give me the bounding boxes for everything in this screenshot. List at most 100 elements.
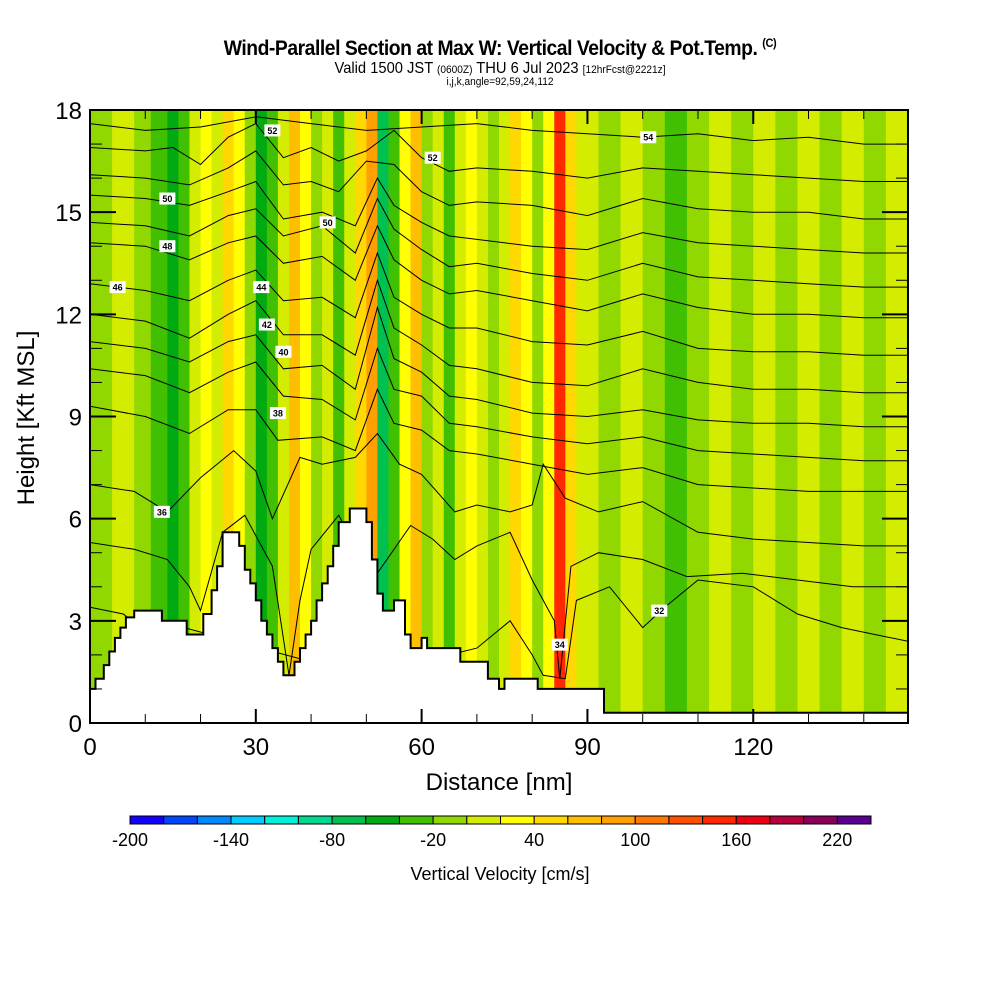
x-tick-label: 0	[83, 734, 96, 761]
isentrope-label: 48	[162, 242, 172, 252]
isentrope-label: 36	[157, 507, 167, 517]
isentrope-label-box	[153, 505, 170, 518]
velocity-band	[797, 110, 821, 723]
x-tick-label: 120	[733, 734, 773, 761]
section-params: i,j,k,angle=92,59,24,112	[446, 76, 554, 88]
isentrope-label-box	[275, 345, 292, 358]
colorbar-segment	[567, 815, 603, 825]
velocity-band	[388, 110, 401, 723]
y-tick-label: 6	[69, 507, 82, 534]
velocity-band	[499, 110, 511, 723]
colorbar-tick-label: -80	[319, 830, 345, 850]
colorbar-segment	[668, 815, 704, 825]
isentrope-line	[90, 346, 908, 462]
velocity-band	[443, 110, 456, 723]
isentrope-line	[90, 278, 908, 394]
isentrope-contours	[90, 116, 908, 680]
x-tick-label: 30	[242, 734, 269, 761]
velocity-band	[255, 110, 268, 723]
chart-subtitle: Valid 1500 JST (0600Z) THU 6 Jul 2023 [1…	[40, 60, 960, 78]
isentrope-line	[90, 432, 908, 547]
velocity-band	[841, 110, 865, 723]
x-axis-title: Distance [nm]	[426, 769, 573, 796]
isentrope-line	[90, 305, 908, 428]
colorbar-tick-label: 160	[721, 830, 751, 850]
isentrope-label: 42	[262, 320, 272, 330]
isentrope-line	[90, 122, 908, 182]
isentrope-line	[90, 197, 908, 288]
velocity-band	[377, 110, 389, 723]
y-axis-title: Height [Kft MSL]	[13, 331, 40, 506]
isentrope-label-box	[258, 318, 275, 331]
isentrope-label: 34	[555, 640, 565, 650]
velocity-band	[311, 110, 323, 723]
chart-title-text: Wind-Parallel Section at Max W: Vertical…	[223, 37, 758, 60]
x-tick-label: 60	[408, 734, 435, 761]
y-tick-label: 12	[55, 302, 82, 329]
velocity-band	[664, 110, 688, 723]
colorbar-segment	[702, 815, 737, 825]
velocity-band	[554, 110, 566, 723]
velocity-band	[200, 110, 213, 723]
y-tick-label: 3	[69, 609, 82, 636]
isentrope-label: 52	[267, 126, 277, 136]
velocity-band	[863, 110, 887, 723]
velocity-band	[620, 110, 644, 723]
colorbar-segment	[163, 815, 198, 825]
velocity-band	[731, 110, 754, 723]
y-tick-label: 15	[55, 200, 82, 227]
isentrope-label-box	[640, 131, 657, 144]
colorbar-segment	[365, 815, 400, 825]
colorbar-tick-label: -140	[213, 830, 249, 850]
isentrope-label-box	[551, 638, 568, 651]
velocity-band	[222, 110, 235, 723]
plot-frame	[89, 109, 909, 724]
valid-date: THU 6 Jul 2023	[476, 60, 579, 77]
terrain-profile	[90, 507, 908, 723]
y-tick-label: 18	[55, 98, 82, 125]
colorbar-segment	[129, 815, 165, 825]
velocity-band	[775, 110, 798, 723]
isentrope-label: 46	[113, 283, 123, 293]
isentrope-label: 40	[278, 347, 288, 357]
x-tick-label: 90	[574, 734, 601, 761]
velocity-band	[753, 110, 776, 723]
velocity-band	[510, 110, 522, 723]
colorbar-segment	[769, 815, 805, 825]
colorbar-segment	[466, 815, 501, 825]
velocity-band	[167, 110, 179, 723]
colorbar-segment	[533, 815, 569, 825]
isentrope-label-box	[159, 240, 176, 253]
colorbar-segment	[836, 815, 872, 825]
isentrope-label: 52	[428, 153, 438, 163]
velocity-band	[366, 110, 378, 723]
isentrope-line	[90, 514, 908, 679]
velocity-band	[476, 110, 489, 723]
isentrope-line	[90, 177, 908, 254]
y-tick-label: 0	[69, 711, 82, 738]
velocity-band	[410, 110, 423, 723]
valid-time: Valid 1500 JST	[334, 60, 433, 77]
colorbar-segment	[500, 815, 535, 825]
velocity-band	[487, 110, 500, 723]
velocity-band	[642, 110, 666, 723]
velocity-band	[598, 110, 622, 723]
isentrope-label: 38	[273, 409, 283, 419]
isentrope-label-box	[319, 216, 336, 229]
velocity-band	[819, 110, 843, 723]
velocity-band	[521, 110, 533, 723]
colorbar-tick-label: -20	[420, 830, 446, 850]
isentrope-label-box	[159, 192, 176, 205]
velocity-band	[288, 110, 301, 723]
isentrope-label: 50	[323, 218, 333, 228]
isentrope-label: 44	[256, 283, 266, 293]
colorbar-segment	[297, 815, 333, 825]
velocity-band	[112, 110, 135, 723]
forecast-info: [12hrFcst@2221z]	[582, 64, 666, 76]
x-tick-labels: 0 30 60 90 120	[83, 734, 773, 761]
colorbar-segment	[432, 815, 468, 825]
velocity-band	[244, 110, 257, 723]
velocity-band	[189, 110, 202, 723]
velocity-band	[465, 110, 478, 723]
